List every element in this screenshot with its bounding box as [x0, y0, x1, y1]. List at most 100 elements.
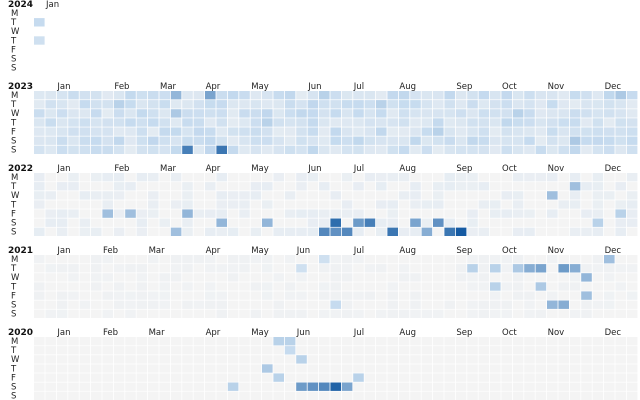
day-cell: [421, 364, 433, 373]
day-cell: [478, 209, 490, 218]
day-cell: [284, 300, 296, 309]
day-cell: [512, 182, 524, 191]
day-cell: [296, 118, 307, 127]
day-cell: [558, 109, 569, 118]
day-cell: [79, 391, 91, 400]
day-cell: [136, 273, 148, 282]
day-cell: [410, 100, 421, 109]
day-cell: [410, 182, 421, 191]
day-cell: [478, 218, 490, 227]
day-cell: [102, 136, 113, 145]
day-cell: [227, 255, 239, 264]
day-cell: [250, 382, 262, 391]
day-cell: [193, 218, 205, 227]
day-cell: [455, 373, 467, 382]
day-cell: [102, 191, 113, 200]
day-cell: [433, 382, 444, 391]
day-cell: [364, 300, 376, 309]
day-cell: [136, 282, 148, 291]
month-label: Apr: [206, 82, 221, 92]
day-cell: [421, 191, 433, 200]
day-cell: [296, 300, 307, 309]
day-cell: [193, 173, 205, 182]
day-cell: [433, 282, 444, 291]
day-cell: [91, 391, 102, 400]
day-cell: [91, 200, 102, 209]
day-cell: [444, 173, 455, 182]
day-cell: [193, 364, 205, 373]
day-cell: [113, 227, 125, 236]
day-cell: [581, 291, 592, 300]
day-cell: [182, 337, 193, 346]
day-cell: [592, 264, 604, 273]
day-cell: [512, 309, 524, 318]
day-cell: [45, 337, 56, 346]
day-cell: [524, 373, 535, 382]
day-cell: [433, 209, 444, 218]
day-cell: [421, 91, 433, 100]
day-cell: [250, 100, 262, 109]
day-cell: [364, 373, 376, 382]
day-cell: [148, 373, 159, 382]
day-cell: [284, 391, 296, 400]
day-cell: [364, 364, 376, 373]
day-cell: [410, 346, 421, 355]
day-cell: [91, 282, 102, 291]
day-cell: [569, 300, 581, 309]
day-cell: [364, 145, 376, 154]
day-cell: [319, 109, 330, 118]
day-cell: [604, 118, 615, 127]
day-cell: [558, 191, 569, 200]
day-cell: [398, 282, 410, 291]
day-cell: [273, 337, 284, 346]
day-cell: [592, 209, 604, 218]
day-cell: [216, 209, 227, 218]
day-cell: [626, 200, 638, 209]
day-cell: [273, 118, 284, 127]
day-cell: [376, 218, 387, 227]
day-cell: [159, 100, 170, 109]
day-cell: [205, 391, 216, 400]
day-cell: [56, 373, 68, 382]
day-cell: [319, 337, 330, 346]
day-cell: [182, 218, 193, 227]
day-cell: [216, 173, 227, 182]
day-cell: [34, 273, 45, 282]
day-cell: [159, 291, 170, 300]
day-cell: [296, 209, 307, 218]
day-cell: [535, 309, 547, 318]
day-cell: [102, 200, 113, 209]
weekday-label: S: [11, 228, 16, 238]
day-cell: [330, 109, 341, 118]
day-cell: [592, 173, 604, 182]
day-cell: [330, 91, 341, 100]
day-cell: [273, 173, 284, 182]
day-cell: [307, 136, 319, 145]
day-cell: [341, 91, 353, 100]
day-cell: [159, 273, 170, 282]
day-cell: [387, 300, 398, 309]
day-cell: [626, 209, 638, 218]
day-cell: [376, 355, 387, 364]
day-cell: [478, 136, 490, 145]
day-cell: [558, 355, 569, 364]
day-cell: [398, 136, 410, 145]
day-cell: [239, 127, 250, 136]
day-cell: [56, 173, 68, 182]
month-label: Jun: [307, 82, 321, 92]
day-cell: [421, 145, 433, 154]
day-cell: [148, 127, 159, 136]
day-cell: [91, 127, 102, 136]
day-cell: [296, 382, 307, 391]
day-cell: [581, 264, 592, 273]
day-cell: [250, 373, 262, 382]
day-cell: [216, 364, 227, 373]
day-cell: [148, 273, 159, 282]
day-cell: [444, 118, 455, 127]
day-cell: [535, 109, 547, 118]
day-cell: [68, 191, 79, 200]
day-cell: [148, 136, 159, 145]
day-cell: [604, 100, 615, 109]
day-cell: [307, 382, 319, 391]
day-cell: [273, 364, 284, 373]
